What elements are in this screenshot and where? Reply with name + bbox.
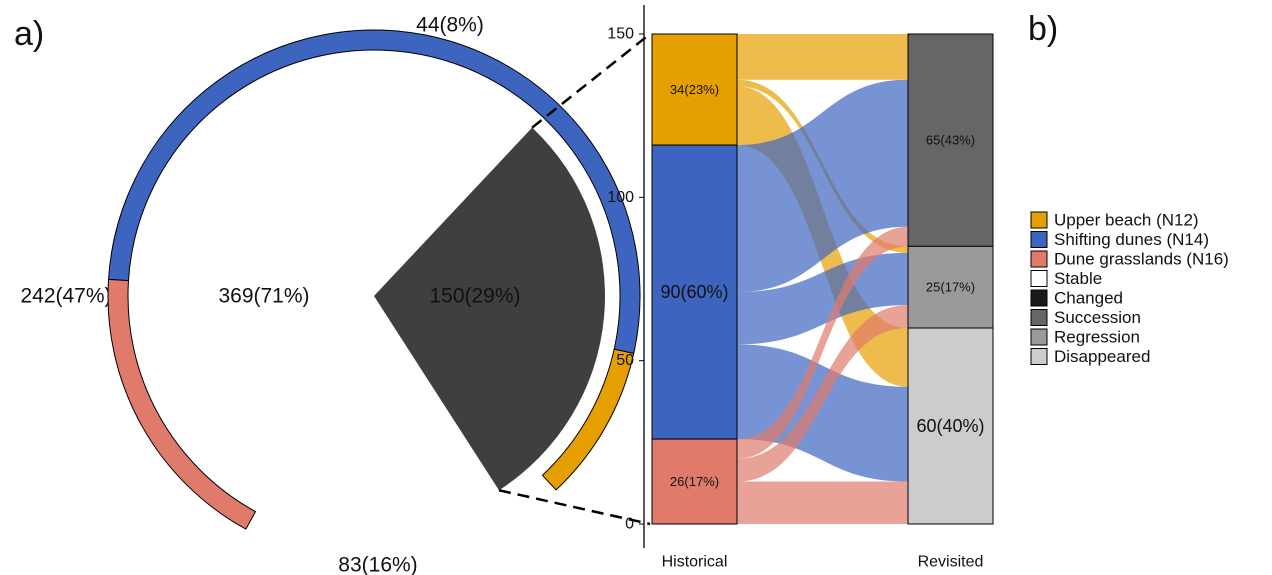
flow-band bbox=[737, 344, 908, 482]
y-tick-label: 0 bbox=[625, 516, 634, 533]
flow-band bbox=[737, 252, 908, 345]
legend-swatch bbox=[1030, 328, 1048, 346]
stage-label-revisited: Revisited bbox=[918, 554, 984, 571]
legend-item: Stable bbox=[1030, 269, 1102, 288]
legend-swatch bbox=[1030, 231, 1048, 248]
revisited-node-1 bbox=[907, 33, 994, 247]
pie-wedge-changed bbox=[374, 127, 605, 491]
legend-label: Succession bbox=[1054, 308, 1141, 327]
y-tick-label: 150 bbox=[607, 26, 634, 43]
zoom-connector bbox=[498, 33, 651, 526]
stage-label-historical: Historical bbox=[662, 554, 728, 571]
pie-label-changed: 150(29%) bbox=[429, 285, 520, 308]
legend-label: Dune grasslands (N16) bbox=[1054, 250, 1229, 269]
legend-label: Changed bbox=[1054, 289, 1123, 308]
legend-label: Regression bbox=[1054, 328, 1140, 347]
flow-band bbox=[737, 481, 908, 524]
legend-label: Shifting dunes (N14) bbox=[1054, 230, 1209, 249]
legend-item: Shifting dunes (N14) bbox=[1030, 230, 1209, 249]
legend-item: Regression bbox=[1030, 328, 1140, 347]
legend-item: Upper beach (N12) bbox=[1030, 211, 1199, 230]
legend-swatch bbox=[1030, 289, 1048, 307]
legend-item: Disappeared bbox=[1030, 347, 1150, 366]
revisited-node-label-3: 60(40%) bbox=[916, 416, 984, 436]
panel-a-label: a) bbox=[14, 15, 44, 53]
y-tick-label: 50 bbox=[616, 352, 634, 369]
connector-bottom bbox=[498, 489, 651, 526]
legend-label: Upper beach (N12) bbox=[1054, 211, 1199, 230]
panel-b-label: b) bbox=[1028, 10, 1058, 48]
ring-segment-label-3: 83(16%) bbox=[338, 554, 417, 575]
flow-band bbox=[737, 226, 908, 459]
revisited-node-3 bbox=[907, 327, 994, 525]
alluvial-chart: 0 50 100 150 34(23%) 90(60%) 26(17%) 65(43%) 25(… bbox=[607, 5, 994, 571]
donut-chart: 44(8%) 242(47%) 83(16%) 369(71%) 150(29%) bbox=[20, 14, 641, 575]
legend-swatch bbox=[1030, 211, 1048, 229]
legend-item: Dune grasslands (N16) bbox=[1030, 250, 1229, 269]
legend-item: Changed bbox=[1030, 289, 1123, 308]
legend-label: Disappeared bbox=[1054, 347, 1150, 366]
flow-band bbox=[737, 34, 908, 80]
flow-band bbox=[737, 305, 908, 482]
revisited-node-2 bbox=[907, 245, 994, 329]
historical-node-label-3: 26(17%) bbox=[670, 474, 719, 489]
legend-swatch bbox=[1030, 250, 1048, 268]
historical-node-label-1: 34(23%) bbox=[670, 82, 719, 97]
legend-swatch bbox=[1030, 270, 1048, 287]
connector-top bbox=[531, 33, 651, 129]
revisited-node-label-1: 65(43%) bbox=[926, 133, 975, 148]
ring-segment-label-2: 242(47%) bbox=[20, 285, 111, 308]
historical-node-3 bbox=[651, 438, 738, 525]
revisited-node-label-2: 25(17%) bbox=[926, 280, 975, 295]
legend-swatch bbox=[1030, 309, 1048, 326]
legend-swatch bbox=[1030, 348, 1048, 365]
y-tick-label: 100 bbox=[607, 189, 634, 206]
historical-node-1 bbox=[651, 33, 738, 146]
legend-label: Stable bbox=[1054, 269, 1102, 288]
ring-segment-label-1: 44(8%) bbox=[416, 14, 484, 37]
legend: Upper beach (N12)Shifting dunes (N14)Dun… bbox=[1030, 211, 1229, 366]
flow-band bbox=[737, 79, 908, 293]
legend-item: Succession bbox=[1030, 308, 1141, 327]
ring-segment-3 bbox=[107, 278, 257, 530]
historical-node-label-2: 90(60%) bbox=[660, 282, 728, 302]
pie-label-stable: 369(71%) bbox=[218, 285, 309, 308]
